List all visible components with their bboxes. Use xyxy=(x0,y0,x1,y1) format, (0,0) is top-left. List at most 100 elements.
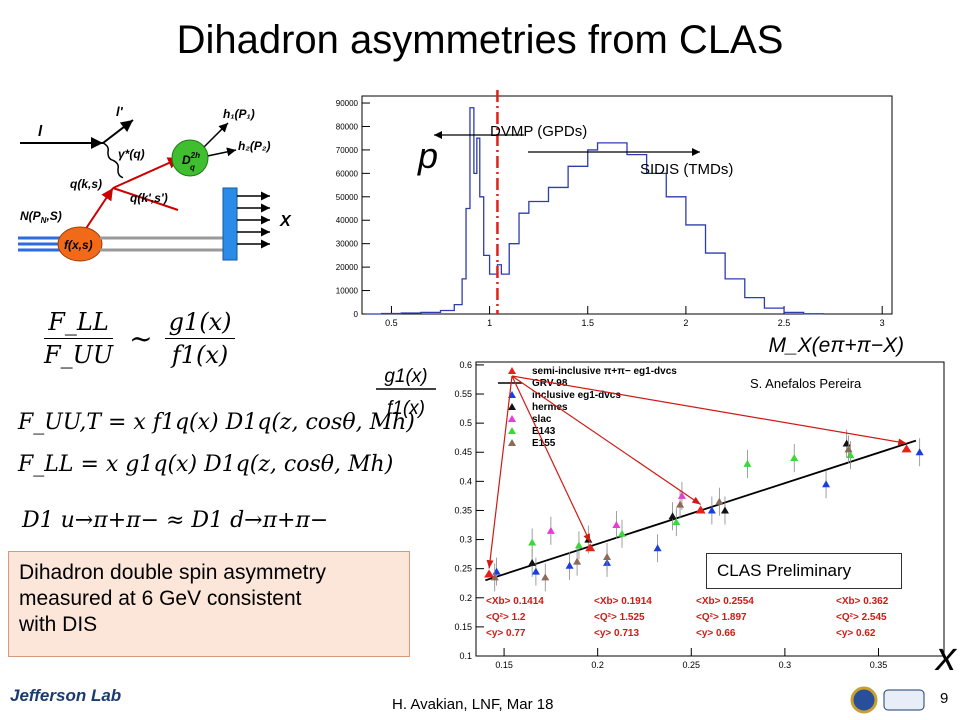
author-credit: S. Anefalos Pereira xyxy=(750,376,862,391)
legend-entry: E143 xyxy=(532,426,556,437)
legend-pointer-head xyxy=(897,438,907,446)
legend-pointer-head xyxy=(691,496,701,505)
ratio-lhs-den: F_UU xyxy=(44,341,114,369)
eq-fll: F_LL = x g1q(x) D1q(z, cosθ, Mh) xyxy=(18,452,394,477)
sidis-annotation: SIDIS (TMDs) xyxy=(640,161,733,178)
x-tick-label: 3 xyxy=(880,318,885,328)
x-tick-label: 0.15 xyxy=(495,660,513,670)
ratio-lhs: F_LL F_UU xyxy=(40,308,117,369)
bin-y: <y> 0.62 xyxy=(836,628,876,639)
summary-line: with DIS xyxy=(19,613,98,636)
y-tick-label: 80000 xyxy=(336,122,359,131)
struck-quark-line xyxy=(112,157,181,189)
sidis-arrow-head xyxy=(692,148,700,156)
ratio-rhs: g1(x) f1(x) xyxy=(164,308,236,369)
legend-pointer-arrow xyxy=(488,375,513,569)
y-tick-label: 10000 xyxy=(336,287,359,296)
legend-entry: GRV-98 xyxy=(532,378,568,389)
doe-seal-icon xyxy=(850,686,878,714)
y-tick-label: 0.45 xyxy=(454,447,472,457)
label-frag: D2h q xyxy=(182,151,200,172)
point-semi-inclusive xyxy=(695,505,706,514)
bin-xb: <Xb> 0.1414 xyxy=(486,596,544,607)
point-slac xyxy=(546,526,555,534)
spectator-line xyxy=(112,187,179,211)
plot-frame xyxy=(475,361,945,657)
summary-line: measured at 6 GeV consistent xyxy=(19,587,302,610)
point-inclusive-eg1 xyxy=(653,544,662,552)
y-tick-label: 30000 xyxy=(336,240,359,249)
x-tick-label: 0.3 xyxy=(779,660,792,670)
eq-fragmentation: D1 u→π+π− ≈ D1 d→π+π− xyxy=(22,508,329,533)
point-inclusive-eg1 xyxy=(915,448,924,456)
point-hermes xyxy=(668,512,677,520)
label-nucleon: N(PN,S) xyxy=(20,209,62,225)
legend-entry: inclusive eg1-dvcs xyxy=(532,390,621,401)
x-tick-label: 0.35 xyxy=(870,660,888,670)
point-semi-inclusive xyxy=(484,569,495,578)
legend-swatch xyxy=(508,439,516,446)
bin-xb: <Xb> 0.1914 xyxy=(594,596,652,607)
label-h1: h₁(P₁) xyxy=(223,107,255,121)
legend-pointer-arrow xyxy=(511,375,591,543)
x-tick-label: 2 xyxy=(683,318,688,328)
legend-entry: semi-inclusive π+π− eg1-dvcs xyxy=(532,366,677,377)
legend-swatch xyxy=(508,367,516,374)
y-tick-label: 0.3 xyxy=(459,535,472,545)
label-h2: h₂(P₂) xyxy=(238,139,270,153)
label-l: l xyxy=(38,123,43,140)
legend-swatch xyxy=(508,415,516,422)
y-tick-label: 50000 xyxy=(336,193,359,202)
y-tick-label: 0.1 xyxy=(459,651,472,661)
bin-y: <y> 0.66 xyxy=(696,628,736,639)
y-tick-label: 0.35 xyxy=(454,505,472,515)
bin-q2: <Q²> 1.525 xyxy=(594,612,645,623)
y-tick-label: 0.15 xyxy=(454,622,472,632)
point-e143 xyxy=(790,454,799,462)
y-label-num: g1(x) xyxy=(384,366,427,387)
label-pdf: f(x,s) xyxy=(64,238,93,252)
point-inclusive-eg1 xyxy=(822,480,831,488)
footer-logos xyxy=(850,686,925,714)
x-tick-label: 0.2 xyxy=(591,660,604,670)
bin-q2: <Q²> 1.897 xyxy=(696,612,747,623)
bin-q2: <Q²> 1.2 xyxy=(486,612,526,623)
y-tick-label: 60000 xyxy=(336,169,359,178)
point-inclusive-eg1 xyxy=(531,567,540,575)
ratio-lhs-num: F_LL xyxy=(44,308,113,339)
point-semi-inclusive xyxy=(585,543,596,552)
point-e155 xyxy=(844,445,853,453)
dvmp-annotation: DVMP (GPDs) xyxy=(490,123,587,140)
point-e155 xyxy=(676,500,685,508)
missing-mass-histogram: 90000 80000 70000 60000 50000 40000 30000 20000… xyxy=(336,90,904,357)
label-lprime: l' xyxy=(116,104,124,119)
ratio-equation: F_LL F_UU ~ g1(x) f1(x) xyxy=(40,308,236,369)
remnant-blob xyxy=(222,187,238,261)
legend-pointer-head xyxy=(486,559,494,569)
page-number: 9 xyxy=(940,690,949,707)
bin-xb: <Xb> 0.2554 xyxy=(696,596,754,607)
y-tick-label: 40000 xyxy=(336,216,359,225)
y-tick-label: 0.2 xyxy=(459,593,472,603)
point-e143 xyxy=(574,541,583,549)
point-slac xyxy=(612,521,621,529)
point-e155 xyxy=(573,557,582,565)
point-e143 xyxy=(672,518,681,526)
bin-y: <y> 0.713 xyxy=(594,628,639,639)
point-inclusive-eg1 xyxy=(565,561,574,569)
footer-text: H. Avakian, LNF, Mar 18 xyxy=(392,696,554,713)
legend-swatch xyxy=(508,403,516,410)
x-tick-label: 1 xyxy=(487,318,492,328)
legend-entry: slac xyxy=(532,414,552,425)
jsa-logo-icon xyxy=(883,689,925,711)
y-tick-label: 0.5 xyxy=(459,418,472,428)
slide-title: Dihadron asymmetries from CLAS xyxy=(176,18,784,62)
label-photon: γ*(q) xyxy=(118,147,145,161)
label-X: X xyxy=(279,213,292,230)
y-tick-label: 20000 xyxy=(336,263,359,272)
label-qkprime: q(k',s') xyxy=(130,191,168,205)
feynman-diagram: l l' γ*(q) h₁(P₁) h₂(P₂) D2h q q(k,s) q(k… xyxy=(18,104,292,262)
bin-xb: <Xb> 0.362 xyxy=(836,596,889,607)
point-hermes xyxy=(528,558,537,566)
point-semi-inclusive xyxy=(901,444,912,453)
